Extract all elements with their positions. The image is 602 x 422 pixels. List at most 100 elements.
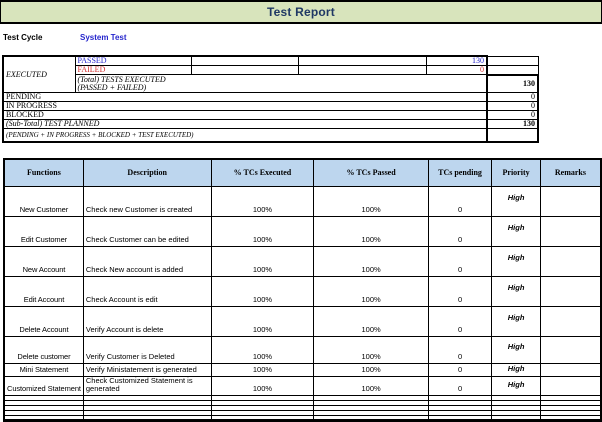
cell-description: Verify Account is delete (82, 305, 212, 337)
cell-pending: 0 (427, 185, 493, 217)
summary-failed-value: 0 (425, 65, 488, 75)
cell-priority: High (491, 375, 541, 396)
summary-passed-value: 130 (425, 55, 488, 66)
test-cycle-value: System Test (80, 33, 127, 42)
empty-cell (491, 414, 541, 421)
cell-priority: High (491, 185, 541, 217)
header-priority: Priority (491, 158, 541, 187)
test-cycle-label: Test Cycle (3, 33, 43, 42)
summary-subtotal-label: (Sub-Total) TEST PLANNED (2, 119, 488, 129)
empty-cell (210, 414, 315, 421)
cell-priority: High (491, 215, 541, 247)
cell-function: Mini Statement (3, 362, 84, 377)
header-remarks: Remarks (539, 158, 602, 187)
cell-description: Check new Customer is created (82, 185, 212, 217)
cell-executed: 100% (210, 362, 315, 377)
table-row: New Customer Check new Customer is creat… (3, 185, 602, 217)
table-row: Mini Statement Verify Ministatement is g… (3, 362, 602, 377)
cell-description: Check New account is added (82, 245, 212, 277)
cell-passed: 100% (313, 375, 429, 396)
cell-pending: 0 (427, 335, 493, 364)
empty-cell (313, 414, 429, 421)
header-tcs-passed: % TCs Passed (313, 158, 429, 187)
cell-passed: 100% (313, 362, 429, 377)
summary-subtotal-value: 130 (486, 119, 539, 129)
table-row: Delete Account Verify Account is delete … (3, 305, 602, 337)
results-header-row: Functions Description % TCs Executed % T… (3, 158, 602, 187)
cell-passed: 100% (313, 275, 429, 307)
cell-description: Check Customer can be edited (82, 215, 212, 247)
cell-passed: 100% (313, 305, 429, 337)
cell-pending: 0 (427, 305, 493, 337)
summary-formula-label: (PENDING + IN PROGRESS + BLOCKED + TEST … (2, 128, 488, 143)
table-row: Customized Statement Check Customized St… (3, 375, 602, 396)
summary-failed-label: FAILED (74, 65, 192, 75)
cell-remarks (539, 245, 602, 277)
summary-total-value: 130 (486, 73, 539, 93)
cell-remarks (539, 335, 602, 364)
cell-executed: 100% (210, 215, 315, 247)
cell-remarks (539, 375, 602, 396)
cell-priority: High (491, 275, 541, 307)
cell-remarks (539, 305, 602, 337)
header-functions: Functions (3, 158, 84, 187)
summary-total-line2: (PASSED + FAILED) (77, 82, 147, 92)
empty-cell (3, 414, 84, 421)
cell-remarks (539, 275, 602, 307)
cell-passed: 100% (313, 245, 429, 277)
summary-empty-cell (297, 65, 427, 75)
cell-passed: 100% (313, 185, 429, 217)
cell-executed: 100% (210, 185, 315, 217)
cell-priority: High (491, 305, 541, 337)
summary-pending-label: PENDING (2, 92, 488, 102)
cell-pending: 0 (427, 362, 493, 377)
summary-passed-label: PASSED (74, 55, 192, 66)
table-row: New Account Check New account is added 1… (3, 245, 602, 277)
cell-description: Verify Ministatement is generated (82, 362, 212, 377)
cell-description: Check Account is edit (82, 275, 212, 307)
summary-table: EXECUTED PASSED 130 FAILED 0 (Total) TES… (2, 55, 539, 143)
cell-remarks (539, 215, 602, 247)
cell-function: Delete Account (3, 305, 84, 337)
header-tcs-pending: TCs pending (427, 158, 493, 187)
cell-function: New Account (3, 245, 84, 277)
cell-executed: 100% (210, 335, 315, 364)
cell-description: Verify Customer is Deleted (82, 335, 212, 364)
header-description: Description (82, 158, 212, 187)
cell-pending: 0 (427, 275, 493, 307)
summary-pending-value: 0 (486, 92, 539, 102)
results-table: Functions Description % TCs Executed % T… (3, 158, 602, 422)
empty-cell (539, 414, 602, 421)
cell-executed: 100% (210, 375, 315, 396)
cell-description: Check Customized Statement is generated (82, 375, 212, 396)
empty-row (3, 414, 602, 421)
cell-priority: High (491, 362, 541, 377)
cell-passed: 100% (313, 335, 429, 364)
cell-priority: High (491, 245, 541, 277)
report-title-bar: Test Report (0, 0, 602, 24)
cell-function: Delete customer (3, 335, 84, 364)
summary-total-label: (Total) TESTS EXECUTED (PASSED + FAILED) (74, 74, 488, 93)
empty-cell (427, 414, 493, 421)
cell-executed: 100% (210, 305, 315, 337)
summary-spacer-cell (486, 128, 539, 143)
cell-pending: 0 (427, 375, 493, 396)
cell-remarks (539, 362, 602, 377)
summary-total-line1: (Total) TESTS EXECUTED (77, 74, 166, 84)
header-tcs-executed: % TCs Executed (210, 158, 315, 187)
cell-function: New Customer (3, 185, 84, 217)
summary-empty-cell (190, 55, 299, 66)
summary-executed-label: EXECUTED (2, 55, 76, 93)
summary-spacer-cell (486, 65, 539, 75)
cell-function: Edit Customer (3, 215, 84, 247)
cell-passed: 100% (313, 215, 429, 247)
summary-empty-cell (190, 65, 299, 75)
cell-executed: 100% (210, 245, 315, 277)
summary-blocked-value: 0 (486, 110, 539, 120)
empty-cell (82, 414, 212, 421)
cell-function: Customized Statement (3, 375, 84, 396)
table-row: Edit Account Check Account is edit 100% … (3, 275, 602, 307)
summary-spacer-cell (486, 55, 539, 66)
cell-remarks (539, 185, 602, 217)
cell-executed: 100% (210, 275, 315, 307)
